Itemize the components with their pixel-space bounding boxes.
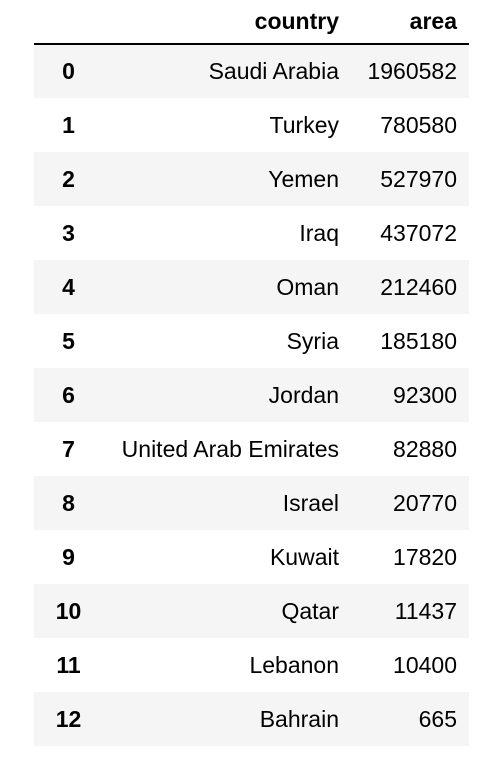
- index-header: [34, 0, 97, 45]
- dataframe-table: country area 0 Saudi Arabia 1960582 1 Turkey…: [34, 0, 469, 746]
- header-row: country area: [34, 0, 469, 45]
- row-index: 5: [62, 327, 75, 354]
- column-header-country: country: [97, 0, 351, 45]
- table-row: 1 Turkey 780580: [34, 98, 469, 152]
- row-index: 10: [55, 597, 82, 624]
- cell-area: 780580: [380, 111, 457, 138]
- cell-area: 92300: [393, 381, 457, 408]
- cell-country: Turkey: [269, 111, 339, 138]
- table-row: 10 Qatar 11437: [34, 584, 469, 638]
- row-index: 12: [55, 705, 82, 732]
- row-index: 6: [62, 381, 75, 408]
- cell-country: Israel: [282, 489, 339, 516]
- cell-area: 20770: [393, 489, 457, 516]
- row-index: 1: [62, 111, 75, 138]
- table-row: 6 Jordan 92300: [34, 368, 469, 422]
- table-header: country area: [34, 0, 469, 45]
- table-row: 11 Lebanon 10400: [34, 638, 469, 692]
- table-row: 5 Syria 185180: [34, 314, 469, 368]
- cell-country: Kuwait: [269, 543, 339, 570]
- row-index: 4: [62, 273, 75, 300]
- row-index: 11: [56, 651, 81, 678]
- row-index: 9: [62, 543, 75, 570]
- column-header-area: area: [351, 0, 469, 45]
- cell-country: Jordan: [268, 381, 339, 408]
- row-index: 7: [62, 435, 75, 462]
- cell-area: 185180: [380, 327, 457, 354]
- cell-area: 10400: [393, 651, 457, 678]
- cell-area: 212460: [380, 273, 457, 300]
- table-body: 0 Saudi Arabia 1960582 1 Turkey 780580 2 Yemen 5…: [34, 44, 469, 746]
- cell-country: Iraq: [299, 219, 339, 246]
- cell-area: 17820: [393, 543, 457, 570]
- row-index: 2: [62, 165, 75, 192]
- table-row: 9 Kuwait 17820: [34, 530, 469, 584]
- table-row: 4 Oman 212460: [34, 260, 469, 314]
- cell-area: 11437: [394, 597, 457, 624]
- cell-area: 1960582: [367, 58, 457, 84]
- cell-area: 527970: [380, 165, 457, 192]
- cell-country: Saudi Arabia: [208, 58, 339, 84]
- cell-country: Bahrain: [259, 705, 339, 732]
- row-index: 8: [62, 489, 75, 516]
- cell-country: Lebanon: [249, 651, 339, 678]
- cell-area: 665: [418, 705, 457, 732]
- row-index: 0: [62, 58, 75, 84]
- cell-area: 437072: [380, 219, 457, 246]
- table-row: 2 Yemen 527970: [34, 152, 469, 206]
- row-index: 3: [62, 219, 75, 246]
- cell-country: Qatar: [281, 597, 339, 624]
- cell-area: 82880: [393, 435, 457, 462]
- table-row: 7 United Arab Emirates 82880: [34, 422, 469, 476]
- cell-country: Syria: [286, 327, 339, 354]
- table-row: 0 Saudi Arabia 1960582: [34, 44, 469, 98]
- cell-country: Yemen: [268, 165, 339, 192]
- table-row: 8 Israel 20770: [34, 476, 469, 530]
- cell-country: United Arab Emirates: [121, 435, 339, 462]
- cell-country: Oman: [276, 273, 339, 300]
- table-row: 12 Bahrain 665: [34, 692, 469, 746]
- table-row: 3 Iraq 437072: [34, 206, 469, 260]
